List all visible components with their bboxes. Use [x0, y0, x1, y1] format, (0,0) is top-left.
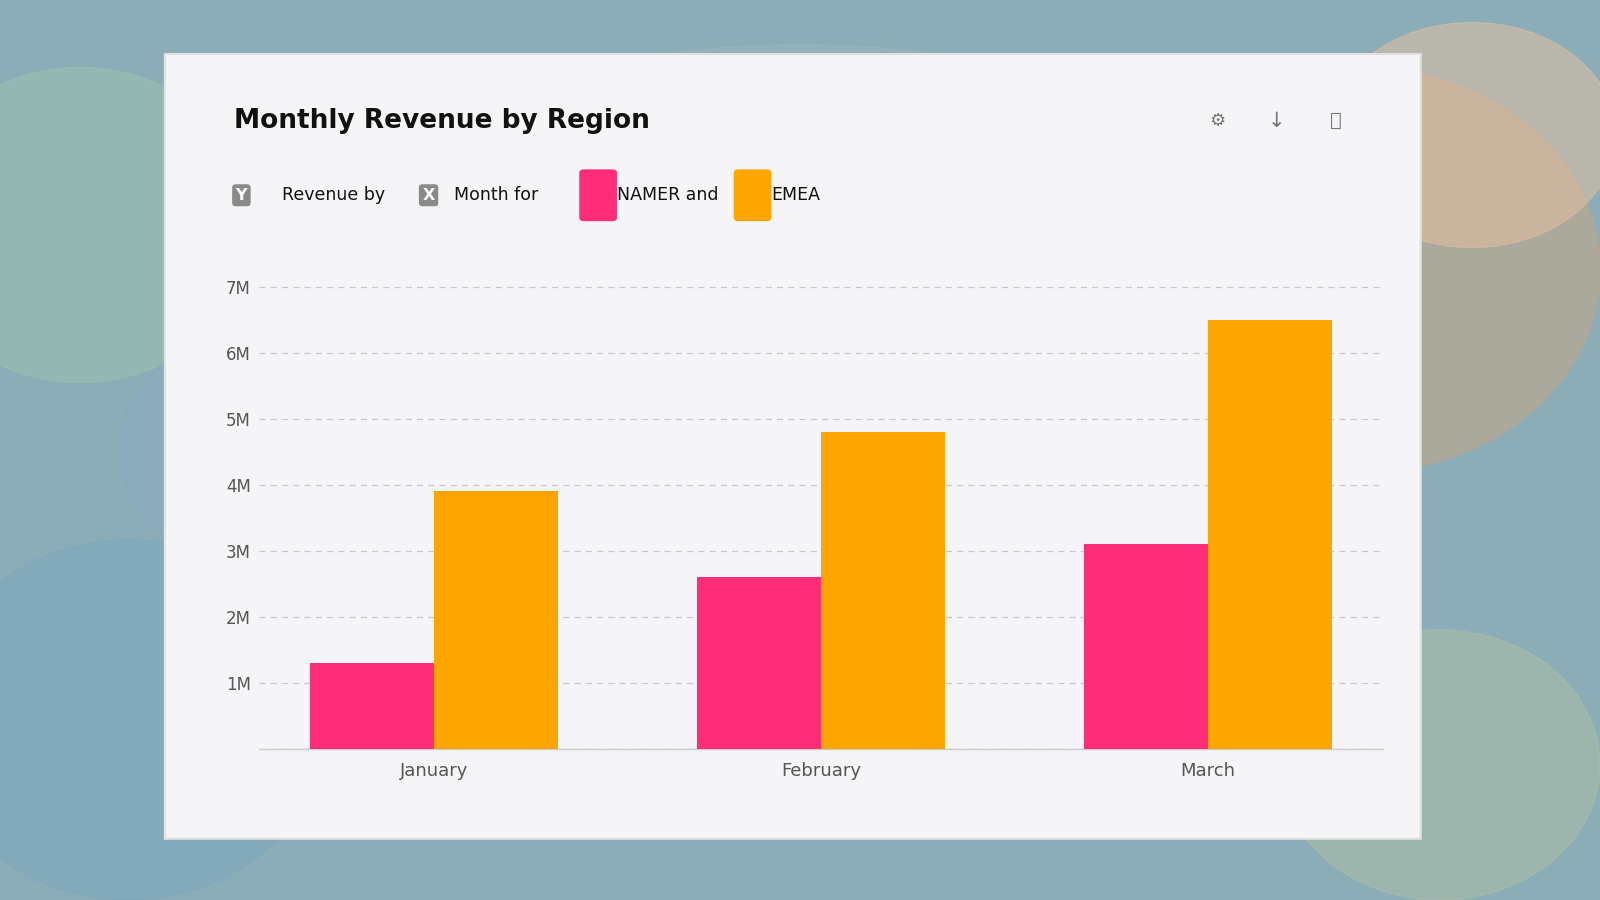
Text: ⤢: ⤢ [1330, 112, 1341, 130]
Ellipse shape [0, 540, 328, 900]
Bar [1085, 544, 1208, 749]
Ellipse shape [0, 68, 256, 382]
Ellipse shape [1328, 22, 1600, 248]
FancyBboxPatch shape [165, 54, 1421, 839]
Ellipse shape [1120, 68, 1600, 472]
Bar [821, 432, 946, 749]
Bar [310, 662, 434, 749]
Ellipse shape [1280, 630, 1600, 900]
Text: Revenue by: Revenue by [282, 186, 384, 204]
Text: Month for: Month for [454, 186, 538, 204]
Bar [698, 577, 821, 749]
Text: Monthly Revenue by Region: Monthly Revenue by Region [234, 108, 650, 134]
Text: ↓: ↓ [1267, 111, 1285, 130]
Text: Y: Y [235, 188, 246, 202]
Ellipse shape [1040, 405, 1360, 675]
Text: EMEA: EMEA [771, 186, 821, 204]
FancyBboxPatch shape [734, 169, 771, 221]
Ellipse shape [480, 45, 1120, 225]
Bar [434, 491, 558, 749]
Text: NAMER and: NAMER and [618, 186, 718, 204]
Ellipse shape [120, 338, 360, 562]
Text: ⚙: ⚙ [1210, 112, 1226, 130]
Bar [1208, 320, 1333, 749]
Text: X: X [422, 188, 435, 202]
FancyBboxPatch shape [579, 169, 618, 221]
